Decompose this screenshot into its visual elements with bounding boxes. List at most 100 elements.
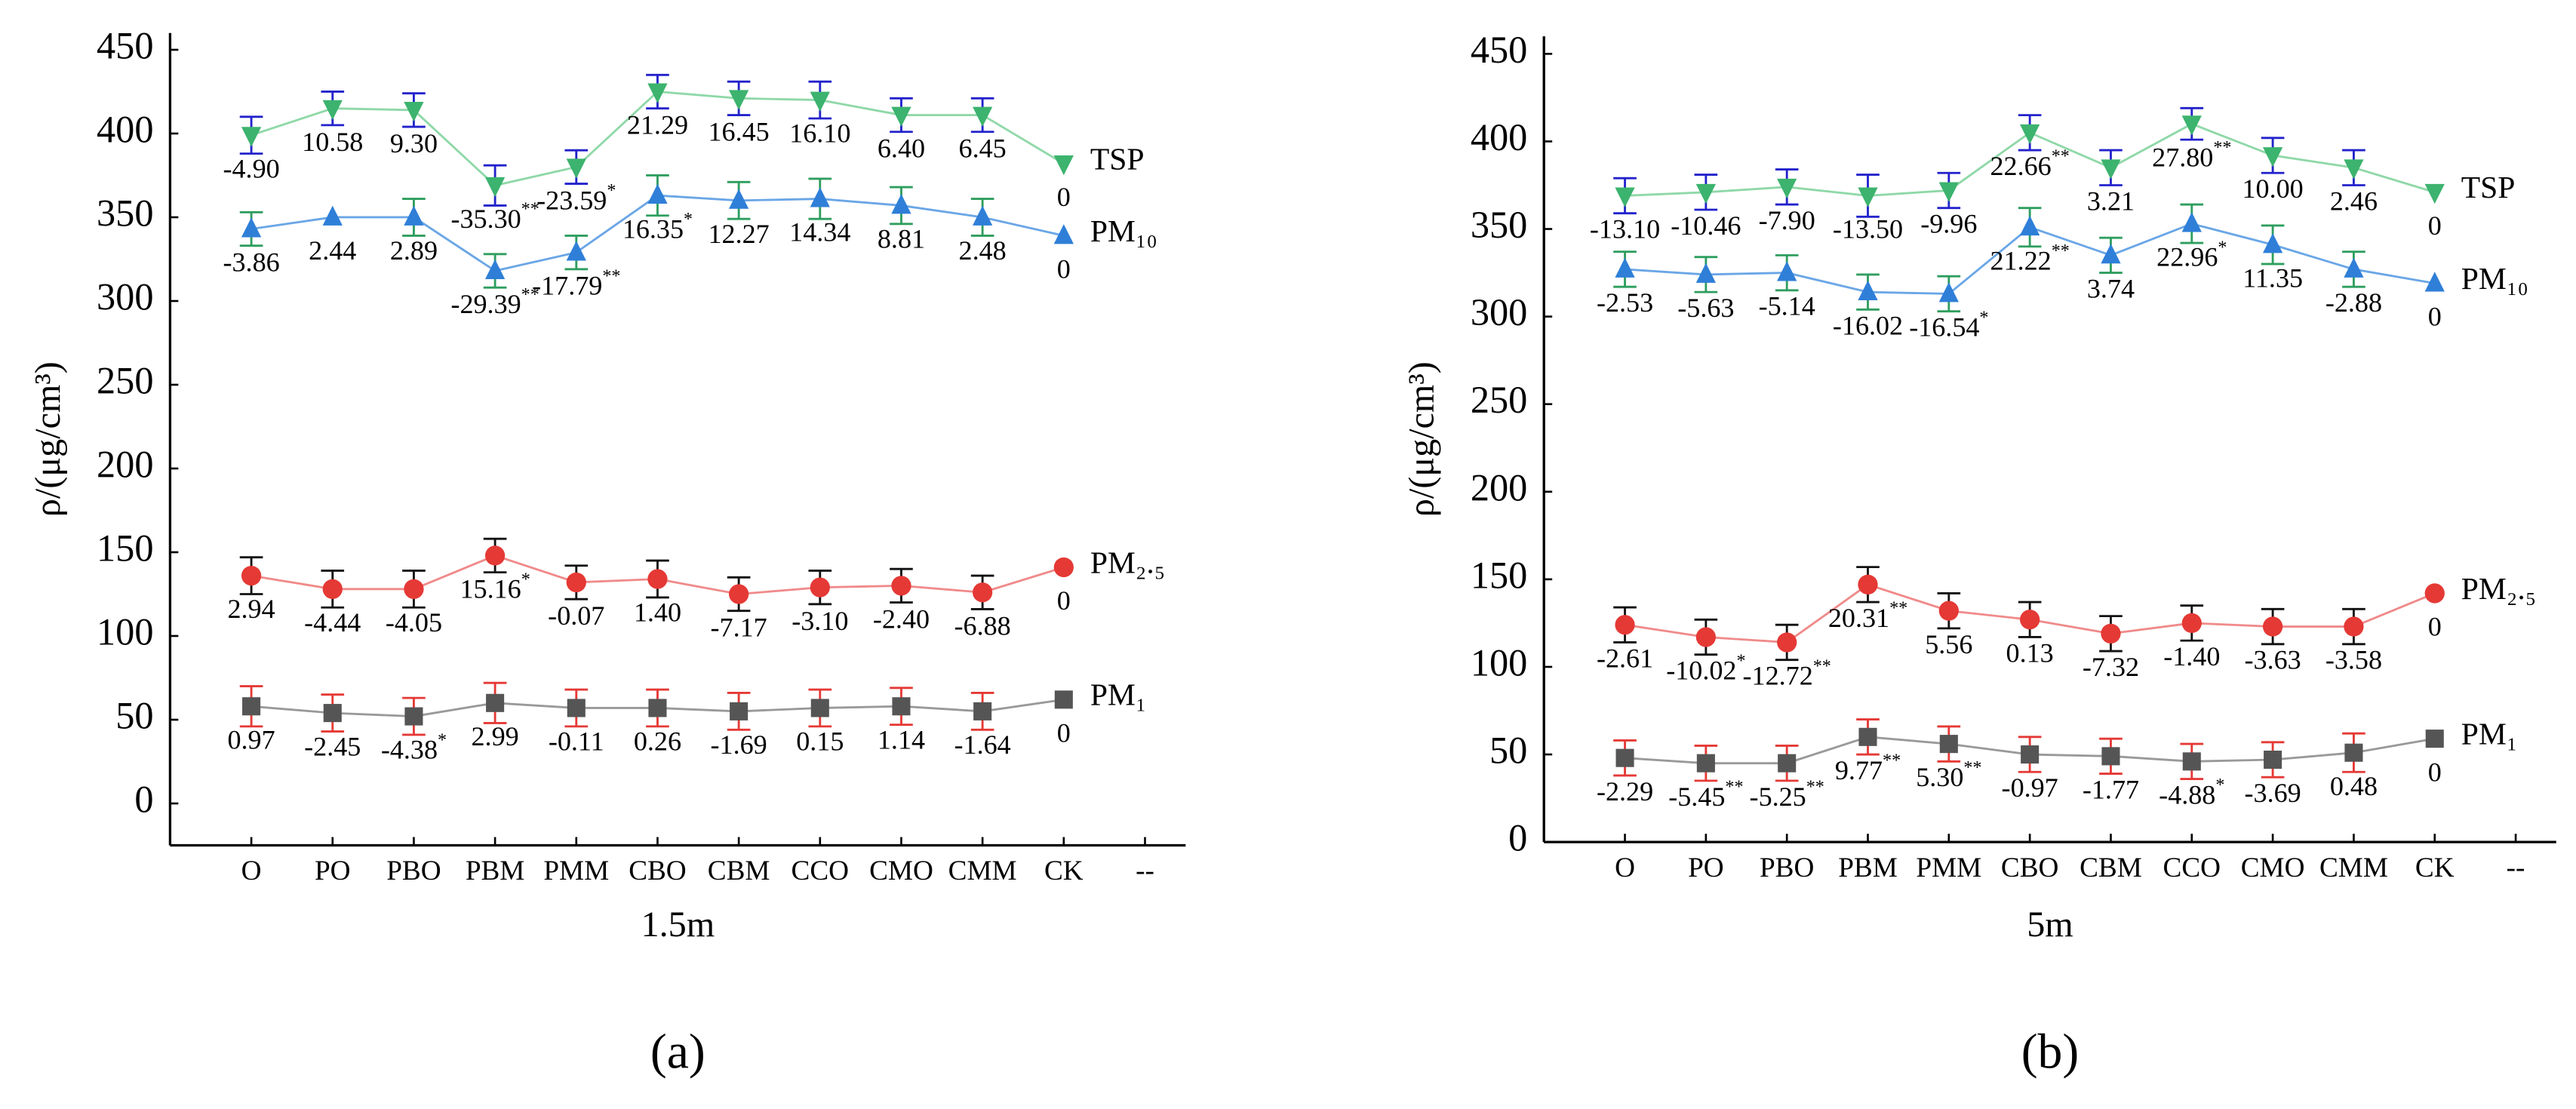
- value-label: 0: [2428, 612, 2442, 642]
- marker: [2262, 616, 2283, 637]
- value-label-text: -10.02: [1666, 656, 1736, 686]
- value-label: -0.97: [2002, 773, 2058, 803]
- value-label: 2.44: [309, 235, 356, 266]
- value-label: -0.07: [548, 601, 604, 631]
- value-label: -3.69: [2245, 778, 2301, 808]
- marker: [647, 183, 668, 204]
- y-tick-label: 250: [1471, 379, 1528, 421]
- x-tick-label: CMO: [869, 856, 933, 886]
- marker: [810, 699, 829, 717]
- marker: [2344, 743, 2363, 762]
- series-name: PM₁: [1090, 677, 1147, 712]
- value-label: -3.10: [792, 606, 848, 636]
- marker: [566, 158, 586, 179]
- value-label: -3.63: [2245, 645, 2301, 675]
- value-label-text: -5.45: [1668, 782, 1725, 812]
- value-label-text: -6.88: [954, 611, 1011, 641]
- value-label-text: 5.30: [1916, 763, 1963, 793]
- value-label: -4.38*: [381, 730, 447, 765]
- marker: [1777, 178, 1797, 199]
- significance: *: [521, 570, 530, 589]
- y-tick-label: 150: [97, 527, 153, 570]
- value-label-text: -23.59: [536, 186, 607, 216]
- y-tick-label: 300: [97, 276, 153, 318]
- value-label-text: -2.53: [1597, 287, 1653, 318]
- value-label-text: -2.61: [1597, 644, 1653, 674]
- marker: [2101, 244, 2121, 264]
- significance: *: [1736, 651, 1745, 671]
- value-label: -5.25**: [1750, 777, 1824, 812]
- value-label-text: -29.39: [450, 289, 521, 319]
- value-label-text: -4.05: [386, 607, 442, 637]
- marker: [730, 702, 749, 720]
- value-label-text: 11.35: [2242, 263, 2303, 293]
- marker: [322, 100, 343, 120]
- value-label: 0: [1057, 182, 1071, 212]
- value-label-text: -12.72: [1743, 661, 1813, 691]
- value-label-text: -1.69: [711, 730, 767, 760]
- value-label-text: 0: [2428, 612, 2442, 642]
- marker: [2020, 610, 2040, 630]
- significance: *: [684, 209, 693, 229]
- value-label: 20.31**: [1828, 598, 1907, 633]
- value-label: 21.22**: [1990, 241, 2070, 276]
- marker: [2182, 752, 2201, 771]
- x-tick-label: PMM: [1916, 852, 1981, 883]
- value-label: -23.59*: [536, 181, 616, 216]
- value-label: -7.90: [1759, 205, 1815, 235]
- significance: **: [1889, 598, 1907, 618]
- value-label: 2.89: [390, 235, 438, 266]
- value-label-text: 6.45: [959, 134, 1007, 164]
- value-label: -2.29: [1597, 776, 1653, 806]
- marker: [2262, 233, 2283, 253]
- y-tick-label: 0: [134, 779, 153, 821]
- value-label-text: 0: [2428, 757, 2442, 788]
- value-label: -5.63: [1677, 293, 1734, 323]
- value-label-text: 16.10: [789, 118, 850, 149]
- marker: [1938, 282, 1959, 303]
- marker: [647, 83, 668, 103]
- marker: [891, 194, 911, 214]
- value-label-text: 0.26: [634, 727, 681, 757]
- marker: [810, 187, 830, 207]
- x-tick-label: PBM: [466, 856, 525, 886]
- significance: **: [2213, 138, 2231, 158]
- y-tick-label: 400: [97, 109, 153, 151]
- value-label-text: 1.14: [878, 725, 925, 755]
- y-axis-label: ρ/(μg/cm³): [1402, 361, 1442, 517]
- marker: [2262, 147, 2283, 167]
- value-label-text: -0.07: [548, 601, 604, 631]
- value-label: -2.45: [304, 732, 361, 762]
- marker: [728, 584, 749, 604]
- value-label: -16.02: [1833, 311, 1903, 341]
- value-label: 0.26: [634, 727, 681, 757]
- marker: [1695, 183, 1716, 204]
- x-tick-label: --: [2507, 852, 2525, 883]
- value-label: -13.10: [1590, 214, 1660, 244]
- value-label-text: 15.16: [460, 574, 521, 604]
- marker: [973, 582, 993, 603]
- value-label-text: 0: [1057, 718, 1071, 748]
- value-label: -3.86: [223, 247, 279, 278]
- value-label: 12.27: [709, 219, 770, 249]
- marker: [484, 545, 506, 566]
- value-label-text: 2.94: [227, 594, 275, 624]
- significance: *: [438, 730, 447, 750]
- marker: [2181, 613, 2202, 634]
- y-axis-label: ρ/(μg/cm³): [28, 361, 68, 517]
- value-label: 2.94: [227, 594, 275, 624]
- value-label-text: 2.46: [2330, 186, 2378, 217]
- value-label-text: -2.45: [304, 732, 361, 762]
- panel-label: (b): [2021, 1025, 2080, 1080]
- marker: [1695, 263, 1716, 283]
- value-label: -17.79**: [532, 266, 620, 301]
- value-label-text: -0.11: [549, 727, 604, 757]
- value-label: -1.77: [2083, 775, 2139, 805]
- marker: [1858, 574, 1878, 594]
- value-label-text: -4.90: [223, 154, 279, 184]
- marker: [1778, 754, 1797, 773]
- value-label-text: -2.40: [873, 604, 930, 634]
- x-tick-label: CMO: [2241, 852, 2305, 883]
- value-label: -6.88: [954, 611, 1011, 641]
- x-tick-label: CMM: [948, 856, 1017, 886]
